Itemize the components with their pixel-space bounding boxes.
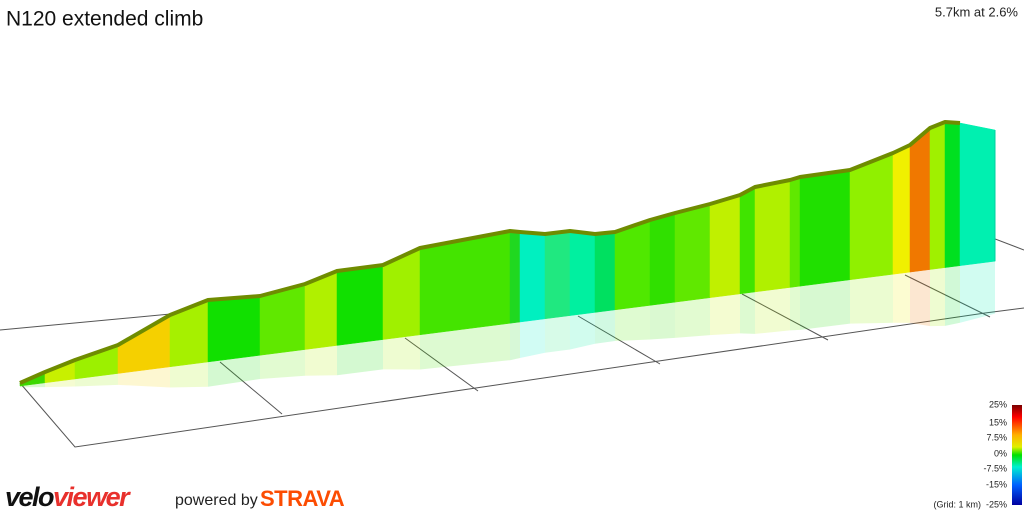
profile-reflection bbox=[850, 274, 893, 324]
legend-label: 25% bbox=[989, 399, 1007, 409]
profile-segment bbox=[849, 152, 894, 281]
profile-reflection bbox=[755, 287, 790, 334]
floor-line bbox=[577, 315, 661, 365]
profile-segment bbox=[519, 231, 546, 323]
profile-reflection bbox=[420, 323, 510, 370]
profile-reflection bbox=[790, 286, 800, 331]
partner-logo: STRAVA bbox=[260, 486, 345, 511]
profile-reflection bbox=[675, 297, 710, 338]
profile-reflection bbox=[930, 267, 945, 327]
profile-reflection bbox=[800, 279, 850, 330]
profile-segment bbox=[959, 122, 996, 266]
profile-reflection bbox=[208, 355, 260, 387]
profile-reflection bbox=[20, 382, 45, 388]
profile-top bbox=[19, 120, 961, 385]
legend-label: -25% bbox=[986, 499, 1007, 509]
profile-segment bbox=[169, 299, 209, 368]
profile-reflection bbox=[170, 361, 208, 388]
legend-label: 0% bbox=[994, 448, 1007, 458]
profile-reflection bbox=[45, 378, 75, 388]
profile-segment bbox=[892, 144, 911, 275]
legend-label: 7.5% bbox=[986, 432, 1007, 442]
title: N120 extended climb bbox=[6, 8, 203, 31]
profile-reflection bbox=[650, 302, 675, 340]
legend-label: -15% bbox=[986, 479, 1007, 489]
profile-reflection bbox=[945, 265, 960, 326]
profile-segment bbox=[739, 186, 756, 295]
legend-bar bbox=[1012, 405, 1022, 505]
powered-by: powered by bbox=[175, 492, 258, 509]
profile-segment bbox=[754, 179, 791, 293]
profile-segment bbox=[74, 344, 119, 380]
profile-reflection bbox=[545, 315, 570, 353]
profile-segment bbox=[909, 127, 931, 273]
profile-reflection bbox=[910, 269, 930, 327]
profile-segment bbox=[117, 314, 171, 374]
profile-segment bbox=[929, 121, 946, 270]
legend: 25% 15% 7.5% 0% -7.5% -15% -25% bbox=[983, 399, 1007, 509]
summary: 5.7km at 2.6% bbox=[935, 4, 1019, 19]
floor-line bbox=[741, 293, 829, 341]
profile-reflection bbox=[305, 345, 337, 376]
profile-segment bbox=[614, 219, 651, 311]
brand-a: velo bbox=[5, 482, 54, 512]
profile-segment bbox=[569, 230, 596, 316]
profile-reflection bbox=[893, 272, 910, 323]
profile-reflection bbox=[960, 261, 995, 323]
profile-reflection bbox=[595, 309, 615, 344]
profile-segment bbox=[594, 231, 616, 313]
profile-segment bbox=[649, 212, 676, 306]
profile-segment bbox=[336, 264, 384, 346]
profile-reflection bbox=[260, 349, 305, 379]
profile-reflection bbox=[710, 293, 740, 336]
profile-reflection bbox=[337, 339, 383, 376]
profile-segment bbox=[544, 230, 571, 320]
profile-reflection bbox=[383, 334, 420, 370]
grid-note: (Grid: 1 km) bbox=[933, 499, 981, 509]
legend-label: 15% bbox=[989, 417, 1007, 427]
profile-segment bbox=[944, 121, 961, 268]
profile-segment bbox=[789, 176, 801, 288]
profile-segment bbox=[509, 230, 521, 324]
brand-b: viewer bbox=[53, 482, 131, 512]
profile-reflection bbox=[520, 318, 545, 358]
brand: veloviewer bbox=[5, 482, 131, 512]
profile bbox=[19, 120, 996, 388]
profile-reflection bbox=[615, 305, 650, 341]
legend-label: -7.5% bbox=[983, 463, 1007, 473]
floor-edge bbox=[19, 307, 1024, 448]
profile-reflection bbox=[510, 322, 520, 361]
floor-line bbox=[404, 337, 479, 392]
floor-line bbox=[219, 361, 283, 415]
profile-reflection bbox=[75, 373, 118, 387]
profile-reflection bbox=[570, 312, 595, 350]
profile-reflection bbox=[740, 291, 755, 334]
profile-segment bbox=[799, 169, 851, 287]
profile-segment bbox=[674, 203, 711, 303]
floor-line bbox=[904, 274, 991, 318]
profile-segment bbox=[207, 295, 261, 363]
profile-segment bbox=[709, 194, 741, 298]
